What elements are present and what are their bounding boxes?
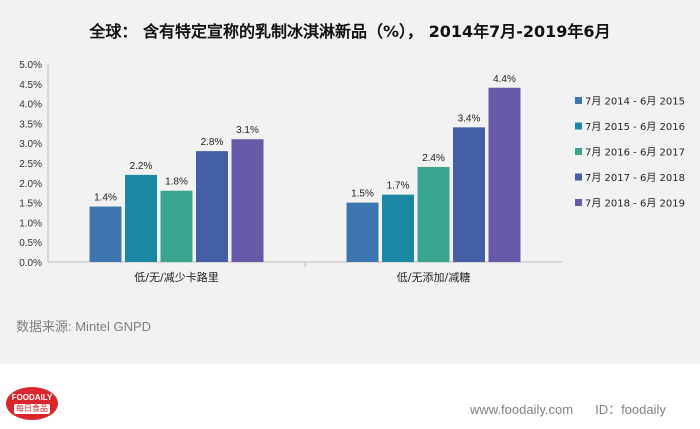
bar [196, 151, 228, 262]
bar [89, 206, 122, 262]
legend-swatch [575, 97, 582, 104]
footer-site: www.foodaily.com [470, 402, 574, 417]
legend-label: 7月 2015 - 6月 2016 [585, 121, 685, 133]
legend-label: 7月 2018 - 6月 2019 [585, 198, 685, 210]
data-label: 1.7% [387, 181, 410, 192]
bar [231, 139, 264, 262]
y-tick-label: 4.0% [19, 100, 42, 111]
legend-swatch [575, 173, 582, 181]
chart-panel [0, 0, 700, 364]
y-tick-label: 4.5% [19, 80, 42, 91]
data-label: 3.4% [458, 113, 481, 124]
legend-label: 7月 2014 - 6月 2015 [585, 96, 685, 108]
bar [453, 127, 485, 262]
bar [382, 194, 414, 262]
data-label: 2.8% [201, 137, 224, 148]
y-tick-label: 0.5% [19, 238, 42, 249]
bar [346, 202, 379, 262]
y-tick-label: 2.5% [19, 159, 42, 170]
data-label: 1.5% [351, 189, 374, 200]
bar [488, 87, 521, 262]
x-category-label: 低/无添加/减糖 [397, 270, 470, 284]
data-source: 数据来源: Mintel GNPD [16, 319, 152, 334]
logo-text-bottom: 每日食品 [14, 404, 50, 414]
chart-title: 全球： 含有特定宣称的乳制冰淇淋新品（%）， 2014年7月-2019年6月 [89, 22, 611, 41]
legend-swatch [575, 122, 582, 130]
legend-label: 7月 2017 - 6月 2018 [585, 172, 685, 184]
bar-chart: 0.0% 0.5% 1.0% 1.5% 2.0% 2.5% 3.0% 3.5% 4.0% 4.5%… [19, 60, 685, 284]
y-tick-label: 2.0% [19, 179, 42, 190]
data-label: 1.8% [165, 177, 188, 188]
legend-swatch [575, 199, 582, 206]
x-category-label: 低/无/减少卡路里 [134, 271, 218, 284]
y-tick-label: 1.5% [19, 199, 42, 210]
bar [160, 190, 193, 262]
bar [417, 166, 450, 262]
data-label: 4.4% [493, 74, 516, 85]
y-tick-label: 1.0% [19, 218, 42, 229]
bar [125, 174, 157, 262]
y-tick-label: 0.0% [19, 258, 42, 269]
y-tick-label: 3.5% [19, 119, 42, 130]
data-label: 2.4% [422, 153, 445, 164]
y-tick-label: 3.0% [19, 139, 42, 150]
data-label: 2.2% [130, 161, 153, 172]
legend-swatch [575, 148, 582, 155]
footer: www.foodaily.com ID：foodaily [470, 399, 666, 418]
foodaily-logo: FOODAILY 每日食品 [6, 387, 58, 420]
footer-id: ID：foodaily [595, 402, 666, 417]
y-tick-label: 5.0% [19, 60, 42, 71]
legend-label: 7月 2016 - 6月 2017 [585, 147, 685, 159]
logo-text-top: FOODAILY [11, 393, 53, 402]
data-label: 1.4% [94, 193, 117, 204]
data-label: 3.1% [236, 125, 259, 136]
